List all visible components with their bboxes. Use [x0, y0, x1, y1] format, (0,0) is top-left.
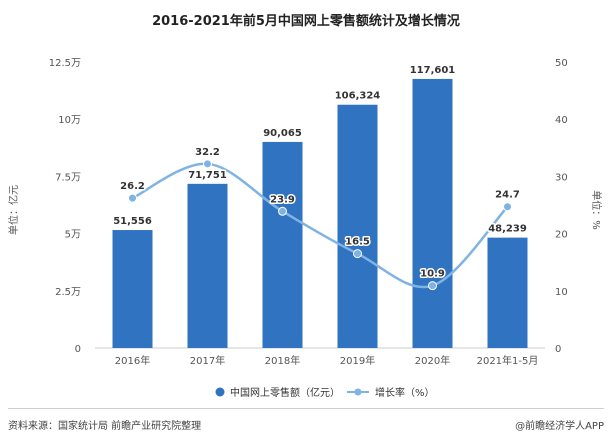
growth-value-label: 10.9 [420, 269, 445, 280]
source-note: 资料来源：国家统计局 前瞻产业研究院整理 [8, 421, 202, 432]
growth-point [353, 249, 362, 259]
bar-value-label: 117,601 [410, 65, 456, 76]
y-tick-label: 0 [75, 344, 81, 355]
chart: 2016-2021年前5月中国网上零售额统计及增长情况 单位：亿元 单位：% 0… [7, 13, 603, 399]
bar-value-label: 71,751 [188, 170, 227, 181]
y-tick-label: 10万 [58, 115, 81, 126]
legend-line-dot [354, 388, 362, 396]
x-tick-label: 2019年 [340, 354, 375, 367]
bar [337, 104, 378, 349]
growth-point [503, 202, 512, 212]
legend-bar-label: 中国网上零售额（亿元） [230, 386, 340, 399]
y2-tick-label: 10 [555, 287, 568, 298]
growth-rate-line [131, 162, 509, 289]
x-tick-label: 2016年 [115, 354, 150, 367]
growth-value-label: 23.9 [270, 194, 295, 205]
growth-value-label: 32.2 [195, 147, 220, 158]
growth-value-label: 26.2 [120, 181, 145, 192]
brand-credit: @前瞻经济学人APP [515, 421, 604, 432]
y2-tick-label: 50 [555, 58, 568, 69]
growth-point [428, 281, 437, 291]
bar-value-label: 106,324 [335, 91, 381, 102]
bar-value-label: 51,556 [113, 216, 152, 227]
y2-axis-title: 单位：% [590, 190, 603, 230]
y2-tick-label: 0 [555, 344, 561, 355]
legend-bar-marker [215, 387, 225, 397]
y2-tick-label: 30 [555, 172, 568, 183]
growth-point [128, 193, 137, 203]
bar [487, 237, 528, 348]
y-axis-title: 单位：亿元 [7, 185, 20, 235]
bar [187, 183, 228, 348]
bar [412, 78, 453, 349]
legend-line-label: 增长率（%） [375, 386, 435, 399]
y-tick-label: 2.5万 [55, 287, 81, 298]
y-tick-label: 12.5万 [49, 58, 81, 69]
x-tick-label: 2020年 [415, 354, 450, 367]
y-tick-label: 5万 [65, 230, 81, 241]
growth-point [203, 159, 212, 169]
bar [112, 230, 153, 348]
bar [262, 141, 303, 348]
x-tick-label: 2018年 [265, 354, 300, 367]
bar-value-label: 90,065 [263, 128, 302, 139]
bar-value-label: 48,239 [488, 224, 527, 235]
y2-tick-label: 20 [555, 230, 568, 241]
x-tick-label: 2017年 [190, 354, 225, 367]
y2-tick-label: 40 [555, 115, 568, 126]
chart-title: 2016-2021年前5月中国网上零售额统计及增长情况 [152, 13, 460, 29]
growth-point [278, 206, 287, 216]
footer-divider [8, 408, 604, 409]
x-tick-label: 2021年1-5月 [477, 354, 539, 367]
growth-value-label: 16.5 [345, 237, 370, 248]
growth-value-label: 24.7 [495, 190, 520, 201]
y-tick-label: 7.5万 [55, 172, 81, 183]
